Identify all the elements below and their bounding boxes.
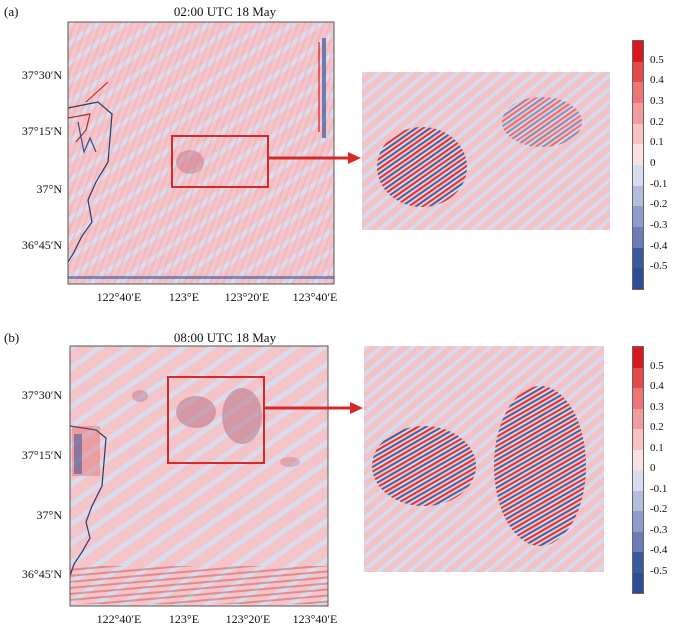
- panel-b-xtick-4: 123°40′E: [292, 612, 338, 626]
- panel-a-xtick-1: 122°40′E: [96, 290, 142, 304]
- panel-a-colorbar-segment: [633, 268, 643, 289]
- panel-a-colorbar-segment: [633, 123, 643, 145]
- panel-a-label: (a): [4, 4, 19, 19]
- panel-b-label: (b): [4, 330, 20, 345]
- panel-a-ytick-4: 36°45′N: [21, 238, 62, 252]
- panel-a-colorbar-tick: 0.5: [650, 53, 664, 66]
- panel-b-colorbar-segment: [633, 429, 643, 450]
- panel-b-ytick-2: 37°15′N: [21, 448, 62, 462]
- panel-b-title: 08:00 UTC 18 May: [173, 330, 277, 345]
- panel-b-colorbar-segment: [633, 367, 643, 388]
- panel-a-ytick-1: 37°30′N: [21, 68, 62, 82]
- panel-b-coastline: [69, 425, 107, 577]
- panel-a-colorbar: [632, 40, 644, 290]
- panel-b-colorbar-segment: [633, 449, 643, 470]
- panel-b-colorbar-segment: [633, 531, 643, 552]
- panel-a-colorbar-segment: [633, 164, 643, 186]
- panel-b-colorbar-tick: -0.3: [650, 523, 668, 536]
- panel-b-colorbar-tick: 0.3: [650, 400, 664, 413]
- panel-a-ytick-3: 37°N: [36, 182, 62, 196]
- panel-a-colorbar-tick: -0.2: [650, 198, 668, 211]
- panel-a-colorbar-segment: [633, 41, 643, 62]
- panel-b-ytick-1: 37°30′N: [21, 388, 62, 402]
- panel-b-highlight-box: [167, 376, 265, 464]
- panel-a-colorbar-tick: 0.1: [650, 136, 664, 149]
- panel-a-zoom-inset: [362, 72, 610, 230]
- panel-b-colorbar-segment: [633, 511, 643, 532]
- panel-a-colorbar-tick: 0.3: [650, 95, 664, 107]
- panel-a-colorbar-tick: -0.4: [650, 239, 668, 252]
- panel-a-zoom-arrow: [268, 152, 361, 164]
- panel-b-colorbar-tick: -0.2: [650, 503, 668, 515]
- panel-a-colorbar-tick: -0.5: [650, 260, 668, 273]
- panel-a-colorbar-tick: 0.4: [650, 74, 664, 87]
- panel-b-colorbar-segment: [633, 490, 643, 511]
- panel-b-colorbar-tick: -0.4: [650, 544, 668, 556]
- panel-b-colorbar-segment: [633, 552, 643, 573]
- panel-a-colorbar-segment: [633, 82, 643, 103]
- panel-a-colorbar-tick: 0: [650, 157, 656, 169]
- panel-b-colorbar-segment: [633, 388, 643, 409]
- panel-a-colorbar-segment: [633, 206, 643, 227]
- panel-a-colorbar-segment: [633, 144, 643, 165]
- panel-a-highlight-box: [171, 135, 269, 188]
- panel-b-xtick-2: 123°E: [168, 612, 200, 626]
- panel-b-zoom-arrow: [264, 402, 363, 414]
- panel-a-colorbar-segment: [633, 102, 643, 124]
- panel-a-xtick-3: 123°20′E: [224, 290, 270, 304]
- panel-b-ytick-4: 36°45′N: [21, 567, 62, 581]
- panel-a-colorbar-tick: -0.3: [650, 219, 668, 231]
- panel-b-colorbar-segment: [633, 470, 643, 491]
- panel-b-field: [70, 346, 328, 606]
- panel-b-map: [69, 345, 329, 607]
- panel-b-colorbar-tick: 0: [650, 462, 656, 474]
- panel-a-map: [67, 21, 335, 285]
- panel-b-colorbar-segment: [633, 347, 643, 368]
- panel-b-xtick-3: 123°20′E: [225, 612, 271, 626]
- panel-b-colorbar-tick: 0.2: [650, 421, 664, 433]
- panel-b-zoom-inset: [364, 346, 604, 572]
- panel-b-colorbar-tick: -0.1: [650, 482, 668, 495]
- panel-b-colorbar-segment: [633, 408, 643, 429]
- panel-b-colorbar-tick: 0.1: [650, 441, 664, 454]
- panel-a-xtick-2: 123°E: [168, 290, 200, 304]
- panel-a-colorbar-segment: [633, 61, 643, 83]
- panel-a-coastline: [67, 101, 113, 263]
- panel-a-colorbar-tick: -0.1: [650, 177, 668, 190]
- panel-a-ytick-2: 37°15′N: [21, 124, 62, 138]
- panel-b-colorbar-tick: 0.5: [650, 359, 664, 372]
- panel-b-colorbar-segment: [633, 572, 643, 593]
- panel-b-colorbar-tick: -0.5: [650, 564, 668, 577]
- panel-b-ytick-3: 37°N: [36, 508, 62, 522]
- panel-a-xtick-4: 123°40′E: [292, 290, 338, 304]
- panel-a-colorbar-segment: [633, 226, 643, 248]
- panel-a-colorbar-tick: 0.2: [650, 115, 664, 128]
- panel-a-colorbar-segment: [633, 247, 643, 269]
- panel-a-title: 02:00 UTC 18 May: [173, 4, 277, 19]
- panel-b-xtick-1: 122°40′E: [96, 612, 142, 626]
- panel-b-colorbar: [632, 346, 644, 594]
- panel-a-colorbar-segment: [633, 185, 643, 207]
- panel-b-colorbar-tick: 0.4: [650, 380, 664, 392]
